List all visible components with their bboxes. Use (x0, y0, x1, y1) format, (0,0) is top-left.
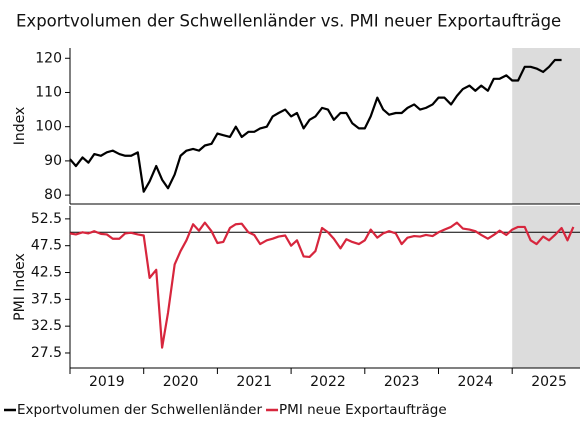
y-tick-label: 32.5 (31, 318, 62, 334)
y-tick-label: 42.5 (31, 265, 62, 281)
y-tick-label: 47.5 (31, 238, 62, 254)
y-tick-label: 120 (35, 50, 62, 66)
x-tick-label: 2023 (384, 374, 420, 390)
series-line (69, 58, 562, 193)
series-line (69, 221, 575, 349)
forecast-shade (512, 48, 580, 204)
x-tick-label: 2025 (531, 374, 567, 390)
y-tick-label: 52.5 (31, 211, 62, 227)
chart-title: Exportvolumen der Schwellenländer vs. PM… (16, 12, 561, 31)
y-tick-label: 90 (44, 153, 62, 169)
y-tick-label: 27.5 (31, 345, 62, 361)
y-tick-label: 80 (44, 187, 62, 203)
legend-label: PMI neue Exportaufträge (279, 402, 447, 418)
x-tick-label: 2024 (458, 374, 494, 390)
legend-label: Exportvolumen der Schwellenländer (17, 402, 262, 418)
y-axis-label: PMI Index (12, 253, 28, 321)
y-tick-label: 37.5 (31, 291, 62, 307)
y-axis-label: Index (12, 107, 28, 146)
y-tick-label: 110 (35, 84, 62, 100)
x-tick-label: 2019 (89, 374, 125, 390)
y-tick-label: 100 (35, 119, 62, 135)
x-tick-label: 2022 (310, 374, 346, 390)
forecast-shade (512, 206, 580, 368)
x-tick-label: 2020 (163, 374, 199, 390)
x-tick-label: 2021 (236, 374, 272, 390)
